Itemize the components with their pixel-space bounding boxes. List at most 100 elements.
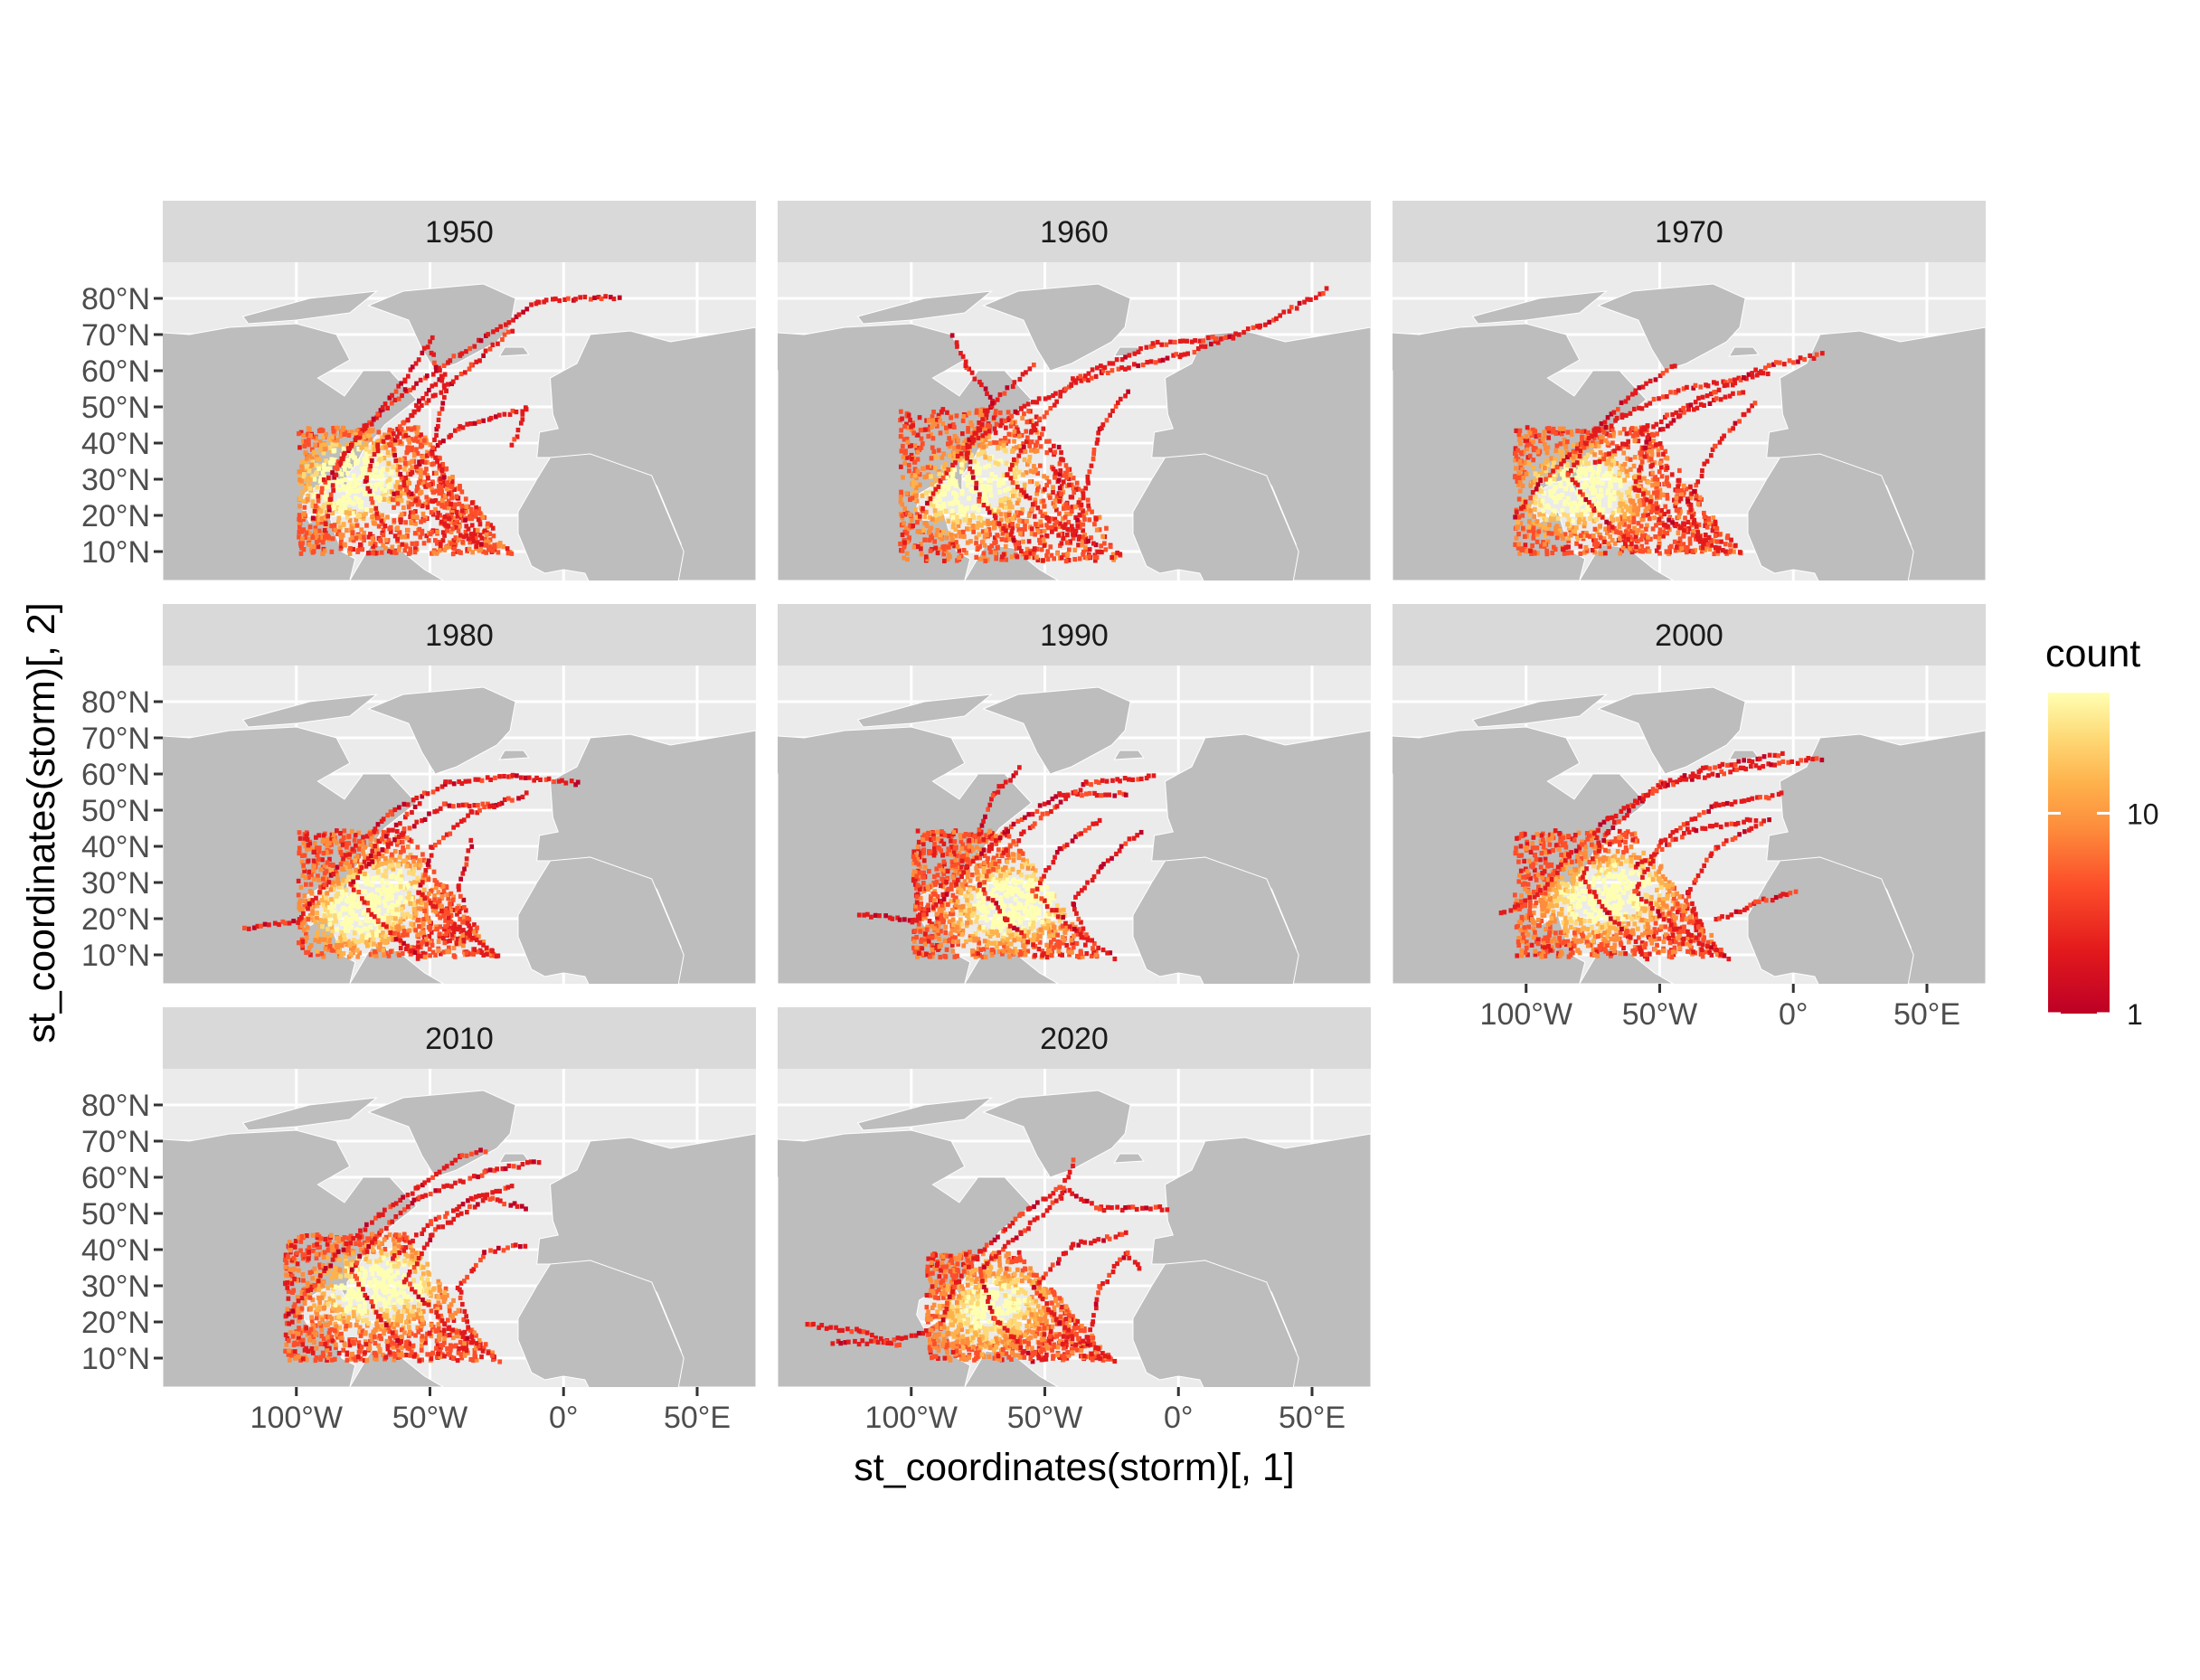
heat-bin [330, 435, 335, 440]
heat-bin [486, 949, 491, 954]
heat-bin [1623, 399, 1629, 404]
landmass [1597, 283, 1746, 372]
heat-bin [317, 478, 323, 484]
heat-bin [434, 432, 439, 438]
heat-bin [403, 543, 409, 549]
heat-bin [976, 435, 981, 441]
heat-bin [1787, 358, 1792, 363]
heat-bin [909, 443, 913, 448]
heat-bin [1028, 551, 1034, 556]
heat-bin [1072, 533, 1076, 538]
heat-bin [366, 893, 372, 899]
heat-bin [1113, 403, 1119, 409]
heat-bin [426, 476, 430, 481]
heat-bin [1528, 508, 1533, 514]
heat-bin [1702, 538, 1707, 543]
heat-bin [326, 476, 331, 481]
heat-bin [420, 350, 425, 355]
heat-bin [368, 532, 373, 537]
heat-bin [454, 375, 459, 381]
heat-bin [1575, 482, 1581, 487]
heat-bin [1003, 505, 1008, 510]
heat-bin [1039, 523, 1044, 528]
heat-bin [409, 491, 414, 496]
heat-bin [371, 520, 376, 525]
heat-bin [305, 925, 310, 930]
heat-bin [332, 884, 336, 890]
heat-bin [373, 441, 378, 447]
heat-bin [1004, 557, 1008, 562]
heat-bin [976, 521, 981, 526]
heat-bin [326, 534, 332, 541]
heat-bin [438, 487, 442, 493]
heat-bin [1572, 500, 1577, 505]
heat-bin [1145, 360, 1150, 365]
heat-bin [1544, 450, 1550, 456]
heat-bin [445, 528, 449, 533]
heat-bin [1752, 401, 1758, 406]
heat-bin [1203, 344, 1208, 349]
heat-bin [1018, 448, 1024, 453]
heat-bin [1563, 501, 1567, 506]
heat-bin [296, 878, 301, 883]
heat-bin [1087, 547, 1092, 552]
heat-bin [1672, 497, 1676, 503]
heat-bin [355, 548, 361, 553]
heat-bin [1007, 467, 1013, 472]
heat-bin [357, 440, 362, 446]
heat-bin [411, 907, 417, 912]
heat-bin [345, 443, 350, 448]
heat-bin [1597, 500, 1601, 506]
heat-bin [430, 450, 435, 457]
heat-bin [978, 523, 984, 528]
heat-bin [1593, 432, 1598, 438]
heat-bin [343, 450, 347, 456]
heat-bin [297, 541, 303, 546]
heat-bin [1533, 429, 1538, 434]
heat-bin [1557, 426, 1563, 431]
heat-bin [359, 445, 364, 450]
heat-bin [398, 493, 402, 498]
heat-bin [351, 501, 356, 506]
heat-bin [1669, 472, 1675, 477]
heat-bin [1665, 496, 1670, 501]
heat-bin [1076, 543, 1081, 548]
heat-bin [1027, 454, 1033, 460]
heat-bin [1722, 433, 1726, 439]
heat-bin [1594, 512, 1600, 517]
heat-bin [372, 908, 376, 913]
heat-bin [306, 431, 311, 437]
heat-bin [1654, 484, 1659, 489]
heat-bin [1565, 522, 1570, 527]
heat-bin [446, 922, 451, 928]
heat-bin [398, 534, 403, 540]
heat-bin [1523, 499, 1528, 505]
heat-bin [387, 395, 392, 401]
heat-bin [1699, 473, 1704, 479]
heat-bin [430, 335, 435, 341]
heat-bin [1523, 543, 1528, 548]
heat-bin [1013, 409, 1018, 414]
heat-bin [1665, 456, 1670, 461]
y-tick-label: 60°N [81, 354, 150, 389]
heat-bin [1527, 519, 1532, 524]
heat-bin [1095, 437, 1100, 442]
heat-bin [937, 546, 942, 552]
heat-bin [419, 954, 423, 959]
heat-bin [998, 503, 1004, 508]
heat-bin [1058, 393, 1062, 399]
heat-bin [1022, 411, 1026, 417]
heat-bin [390, 550, 394, 555]
heat-bin [502, 332, 507, 337]
heat-bin [1692, 489, 1696, 495]
heat-bin [1087, 553, 1092, 559]
heat-bin [899, 428, 903, 433]
heat-bin [957, 548, 962, 553]
heat-bin [914, 498, 920, 504]
heat-bin [1674, 500, 1679, 505]
heat-bin [953, 533, 958, 539]
heat-bin [395, 434, 400, 439]
heat-bin [589, 297, 593, 302]
heat-bin [1561, 535, 1565, 542]
heat-bin [1644, 526, 1648, 532]
